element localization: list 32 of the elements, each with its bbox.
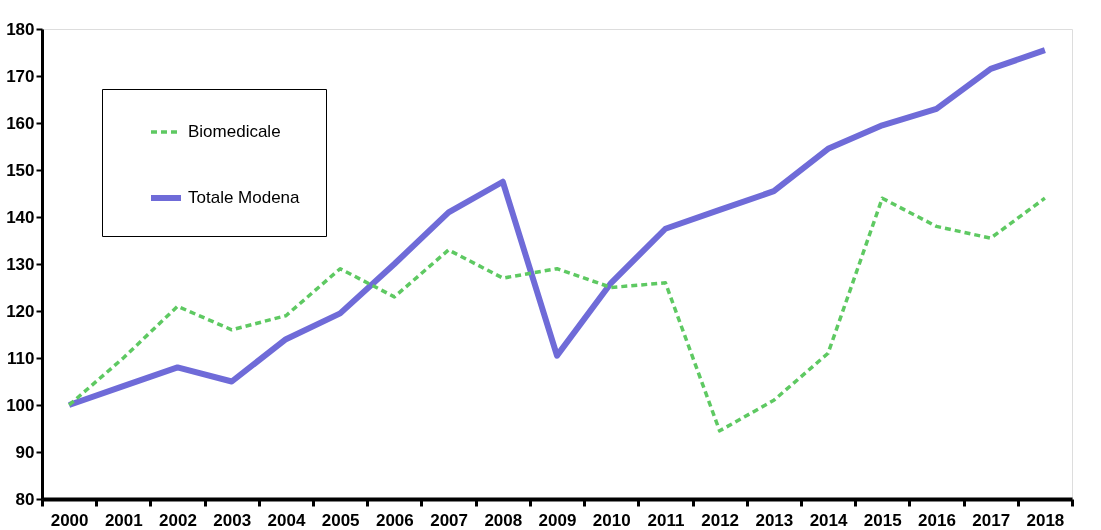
y-tick-label: 100 xyxy=(6,395,35,415)
y-tick-label: 160 xyxy=(6,113,35,133)
y-tick-label: 170 xyxy=(6,66,35,86)
x-tick-label: 2014 xyxy=(809,510,848,530)
y-tick-label: 120 xyxy=(6,301,35,321)
x-tick-label: 2009 xyxy=(538,510,577,530)
x-tick-label: 2013 xyxy=(755,510,794,530)
x-tick-label: 2018 xyxy=(1026,510,1065,530)
legend-label: Biomedicale xyxy=(188,122,281,141)
x-tick-label: 2012 xyxy=(701,510,740,530)
y-tick-label: 90 xyxy=(15,442,35,462)
x-tick-label: 2017 xyxy=(972,510,1011,530)
x-tick-label: 2000 xyxy=(50,510,89,530)
y-tick-label: 140 xyxy=(6,207,35,227)
y-tick-label: 180 xyxy=(6,19,35,39)
y-tick-label: 130 xyxy=(6,254,35,274)
x-tick-label: 2016 xyxy=(918,510,956,530)
x-tick-label: 2002 xyxy=(159,510,197,530)
x-tick-label: 2001 xyxy=(104,510,143,530)
x-tick-label: 2005 xyxy=(321,510,360,530)
x-tick-label: 2007 xyxy=(430,510,468,530)
x-tick-label: 2011 xyxy=(647,510,685,530)
y-tick-label: 110 xyxy=(7,348,35,368)
legend-label: Totale Modena xyxy=(188,188,301,207)
x-tick-label: 2015 xyxy=(863,510,902,530)
x-tick-label: 2003 xyxy=(213,510,252,530)
y-tick-label: 80 xyxy=(15,489,35,509)
x-tick-label: 2010 xyxy=(592,510,631,530)
x-tick-label: 2004 xyxy=(267,510,306,530)
y-tick-label: 150 xyxy=(6,160,35,180)
x-tick-label: 2006 xyxy=(375,510,414,530)
x-tick-label: 2008 xyxy=(484,510,523,530)
